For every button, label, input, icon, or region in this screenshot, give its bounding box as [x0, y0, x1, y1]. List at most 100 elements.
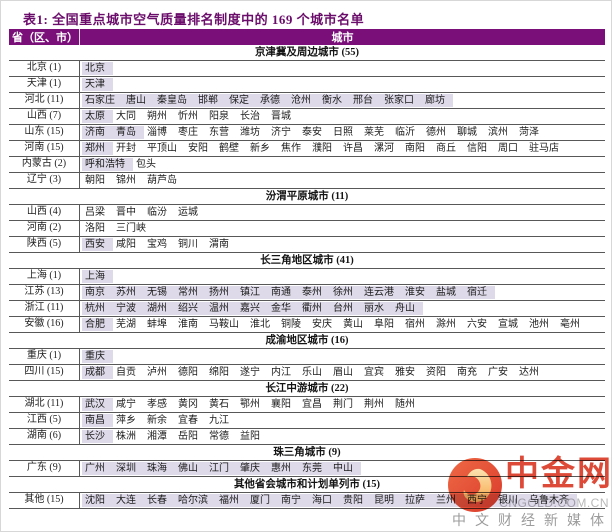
cities-cell: 朝阳 锦州 葫芦岛	[80, 173, 605, 188]
city-cell: 宿迁	[467, 287, 487, 298]
city-cell: 贵阳	[343, 495, 363, 506]
city-column-header: 城市	[331, 32, 354, 44]
region-group-header: 长江中游城市 (22)	[9, 381, 605, 397]
city-cell: 佛山	[178, 463, 198, 474]
highlighted-cities-group: 广州 深圳 珠海 佛山 江门 肇庆 惠州 东莞 中山	[82, 462, 361, 475]
city-cell: 咸阳	[116, 239, 136, 250]
city-cell: 襄阳	[271, 399, 291, 410]
city-cell: 宿州	[405, 319, 425, 330]
city-cell: 三门峡	[116, 223, 146, 234]
city-cell: 新乡	[250, 143, 270, 154]
city-cell: 铜川	[178, 239, 198, 250]
city-cell: 新余	[147, 415, 167, 426]
city-cell: 大连	[116, 495, 136, 506]
city-cell: 哈尔滨	[178, 495, 208, 506]
city-cell: 南通	[271, 287, 291, 298]
cities-cell: 北京	[80, 61, 605, 76]
city-cell: 周口	[498, 143, 518, 154]
table-row: 其他 (15) 沈阳 大连 长春 哈尔滨 福州 厦门 南宁 海口 贵阳 昆明 拉萨 兰州 西宁 银川 乌鲁木齐	[9, 493, 605, 509]
city-cell: 济宁	[271, 127, 291, 138]
table-row: 内蒙古 (2) 呼和浩特 包头	[9, 157, 605, 173]
province-cell: 广东 (9)	[9, 461, 80, 476]
cities-cell: 武汉 咸宁 孝感 黄冈 黄石 鄂州 襄阳 宜昌 荆门 荆州 随州	[80, 397, 605, 412]
highlighted-cities-group: 成都	[82, 366, 113, 379]
cities-cell: 沈阳 大连 长春 哈尔滨 福州 厦门 南宁 海口 贵阳 昆明 拉萨 兰州 西宁 银川 乌鲁木齐	[80, 493, 605, 508]
city-cell: 内江	[271, 367, 291, 378]
cities-cell: 南京 苏州 无锡 常州 扬州 镇江 南通 泰州 徐州 连云港 淮安 盐城 宿迁	[80, 285, 605, 300]
city-cell: 宁波	[116, 303, 136, 314]
city-cell: 拉萨	[405, 495, 425, 506]
city-cell: 天津	[85, 79, 105, 90]
city-cell: 达州	[519, 367, 539, 378]
city-cell: 呼和浩特	[85, 159, 125, 170]
city-cell: 开封	[116, 143, 136, 154]
highlighted-cities-group: 南昌	[82, 414, 113, 427]
city-cell: 株洲	[116, 431, 136, 442]
cities-cell: 上海	[80, 269, 605, 284]
city-cell: 保定	[229, 95, 249, 106]
region-group-header: 京津冀及周边城市 (55)	[9, 45, 605, 61]
city-cell: 江门	[209, 463, 229, 474]
city-cell: 无锡	[147, 287, 167, 298]
city-cell: 盐城	[436, 287, 456, 298]
city-cell: 平顶山	[147, 143, 177, 154]
table-title: 表1: 全国重点城市空气质量排名制度中的 169 个城市名单	[23, 12, 365, 27]
cities-cell: 成都 自贡 泸州 德阳 绵阳 遂宁 内江 乐山 眉山 宜宾 雅安 资阳 南充 广安 达州	[80, 365, 605, 380]
cities-cell: 长沙 株洲 湘潭 岳阳 常德 益阳	[80, 429, 605, 444]
table-row: 北京 (1) 北京	[9, 61, 605, 77]
highlighted-cities-group: 太原	[82, 110, 113, 123]
city-cell: 泰州	[302, 287, 322, 298]
city-cell: 驻马店	[529, 143, 559, 154]
city-cell: 南宁	[281, 495, 301, 506]
city-cell: 宜春	[178, 415, 198, 426]
city-cell: 蚌埠	[147, 319, 167, 330]
highlighted-cities-group: 重庆	[82, 350, 113, 363]
city-cell: 滁州	[436, 319, 456, 330]
table-row: 四川 (15) 成都 自贡 泸州 德阳 绵阳 遂宁 内江 乐山 眉山 宜宾 雅安 资阳 南充 广安 达州	[9, 365, 605, 381]
province-cell: 四川 (15)	[9, 365, 80, 380]
table-row: 广东 (9) 广州 深圳 珠海 佛山 江门 肇庆 惠州 东莞 中山	[9, 461, 605, 477]
city-cell: 九江	[209, 415, 229, 426]
table-row: 河南 (2) 洛阳 三门峡	[9, 221, 605, 237]
city-cell: 黄石	[209, 399, 229, 410]
city-cell: 濮阳	[312, 143, 332, 154]
city-cell: 大同	[116, 111, 136, 122]
table-row: 河南 (15) 郑州 开封 平顶山 安阳 鹤壁 新乡 焦作 濮阳 许昌 漯河 南阳 商丘 信阳 周口 驻马店	[9, 141, 605, 157]
city-cell: 绵阳	[209, 367, 229, 378]
province-cell: 山东 (15)	[9, 125, 80, 140]
city-cell: 包头	[136, 159, 156, 170]
cities-cell: 吕梁 晋中 临汾 运城	[80, 205, 605, 220]
city-cell: 唐山	[126, 95, 146, 106]
city-cell: 洛阳	[85, 223, 105, 234]
highlighted-cities-group: 西安	[82, 238, 113, 251]
city-cell: 朝阳	[85, 175, 105, 186]
city-cell: 肇庆	[240, 463, 260, 474]
city-cell: 长治	[240, 111, 260, 122]
city-cell: 重庆	[85, 351, 105, 362]
city-cell: 成都	[85, 367, 105, 378]
table-row: 山西 (4) 吕梁 晋中 临汾 运城	[9, 205, 605, 221]
region-group-header: 成渝地区城市 (16)	[9, 333, 605, 349]
city-cell: 东莞	[302, 463, 322, 474]
city-cell: 嘉兴	[240, 303, 260, 314]
city-cell: 张家口	[384, 95, 414, 106]
highlighted-cities-group: 郑州	[82, 142, 113, 155]
city-cell: 承德	[260, 95, 280, 106]
city-cell: 吕梁	[85, 207, 105, 218]
table-row: 湖南 (6) 长沙 株洲 湘潭 岳阳 常德 益阳	[9, 429, 605, 445]
city-cell: 苏州	[116, 287, 136, 298]
city-cell: 莱芜	[364, 127, 384, 138]
table-row: 江西 (5) 南昌 萍乡 新余 宜春 九江	[9, 413, 605, 429]
city-cell: 福州	[219, 495, 239, 506]
cities-cell: 南昌 萍乡 新余 宜春 九江	[80, 413, 605, 428]
highlighted-cities-group: 石家庄 唐山 秦皇岛 邯郸 保定 承德 沧州 衡水 邢台 张家口 廊坊	[82, 94, 453, 107]
city-cell: 广安	[488, 367, 508, 378]
city-cell: 铜陵	[281, 319, 301, 330]
city-cell: 泰安	[302, 127, 322, 138]
city-cell: 萍乡	[116, 415, 136, 426]
city-cell: 徐州	[333, 287, 353, 298]
city-cell: 阳泉	[209, 111, 229, 122]
cities-cell: 杭州 宁波 湖州 绍兴 温州 嘉兴 金华 衢州 台州 丽水 舟山	[80, 301, 605, 316]
city-cell: 信阳	[467, 143, 487, 154]
province-cell: 北京 (1)	[9, 61, 80, 76]
